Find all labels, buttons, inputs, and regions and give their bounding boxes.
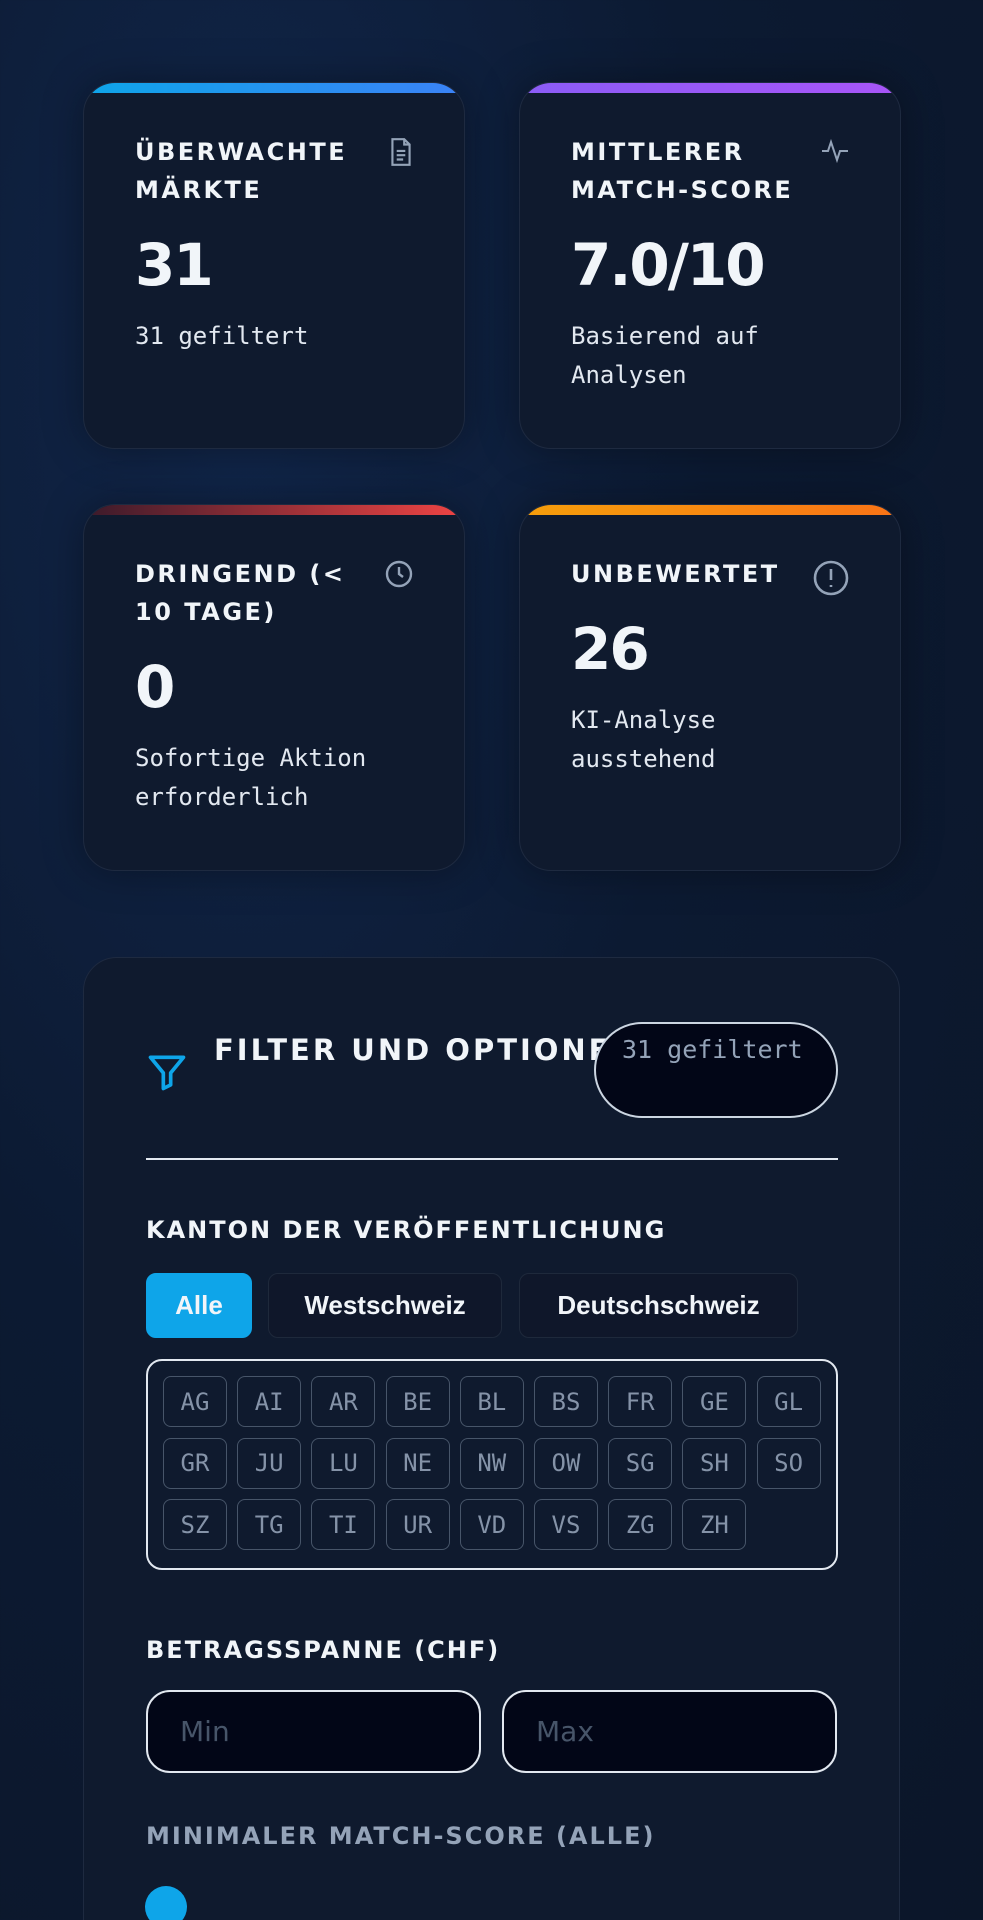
filter-icon (148, 1055, 186, 1091)
card-title: ÜBERWACHTE MÄRKTE (135, 138, 348, 204)
canton-chip[interactable]: BS (534, 1376, 598, 1427)
canton-chip[interactable]: ZH (682, 1499, 747, 1551)
accent-bar (520, 505, 900, 515)
section-label: BETRAGSSPANNE (CHF) (146, 1636, 501, 1664)
slider-thumb[interactable] (145, 1886, 187, 1920)
canton-chip[interactable]: BL (459, 1376, 524, 1427)
canton-chip[interactable]: VS (534, 1499, 598, 1551)
canton-chip[interactable]: AI (237, 1376, 302, 1427)
card-icon (822, 138, 848, 164)
accent-bar (520, 83, 900, 93)
card-title: MITTLERER MATCH-SCORE (571, 138, 794, 204)
canton-chip[interactable]: SO (756, 1437, 821, 1489)
canton-chip[interactable]: SG (608, 1437, 673, 1489)
canton-chip[interactable]: OW (534, 1437, 598, 1489)
card-subtitle: KI-Analyse ausstehend (571, 706, 716, 773)
card-subtitle: Sofortige Aktion erforderlich (135, 744, 367, 811)
card-icon (813, 560, 849, 596)
canton-chip[interactable]: GE (682, 1376, 747, 1427)
max-input[interactable]: Max (502, 1690, 837, 1773)
divider (146, 1158, 838, 1160)
canton-chip[interactable]: NE (385, 1437, 450, 1489)
canton-grid (146, 1359, 838, 1570)
canton-chip[interactable]: SH (682, 1437, 747, 1489)
canton-chip[interactable]: ZG (608, 1499, 673, 1551)
card-value: 26 (571, 615, 650, 683)
canton-chip[interactable]: BE (385, 1376, 450, 1427)
region-button[interactable]: Westschweiz (268, 1273, 502, 1338)
canton-chip[interactable]: GR (163, 1437, 227, 1489)
canton-chip[interactable]: FR (608, 1376, 673, 1427)
canton-chip[interactable]: TI (311, 1499, 376, 1551)
canton-chip[interactable]: VD (459, 1499, 524, 1551)
card-icon (385, 560, 413, 588)
accent-bar (84, 505, 464, 515)
section-label: MINIMALER MATCH-SCORE (ALLE) (146, 1822, 656, 1850)
stat-card: UNBEWERTET 26 KI-Analyse ausstehend (519, 504, 901, 871)
card-subtitle: 31 gefiltert (135, 322, 309, 350)
canton-chip[interactable]: LU (311, 1437, 376, 1489)
card-subtitle: Basierend auf Analysen (571, 322, 759, 389)
card-title: UNBEWERTET (571, 560, 780, 588)
canton-chip[interactable]: UR (385, 1499, 450, 1551)
stat-card: DRINGEND (< 10 TAGE) 0 Sofortige Aktion er… (83, 504, 465, 871)
canton-chip[interactable]: AR (311, 1376, 376, 1427)
min-input[interactable]: Min (146, 1690, 481, 1773)
canton-chip[interactable]: JU (237, 1437, 302, 1489)
canton-chip[interactable]: AG (163, 1376, 227, 1427)
accent-bar (84, 83, 464, 93)
canton-chip[interactable]: NW (459, 1437, 524, 1489)
region-button[interactable]: Deutschschweiz (519, 1273, 798, 1338)
stat-card: ÜBERWACHTE MÄRKTE 31 31 gefiltert (83, 82, 465, 449)
card-value: 0 (135, 653, 175, 721)
card-title: DRINGEND (< 10 TAGE) (135, 560, 346, 626)
card-value: 31 (135, 231, 214, 299)
card-icon (391, 138, 411, 166)
canton-chip[interactable]: GL (756, 1376, 821, 1427)
region-button[interactable]: Alle (146, 1273, 252, 1338)
count-badge: 31 gefiltert (594, 1022, 838, 1118)
canton-chip[interactable]: TG (237, 1499, 302, 1551)
section-label: KANTON DER VERÖFFENTLICHUNG (146, 1216, 667, 1244)
canton-chip[interactable]: SZ (163, 1499, 227, 1551)
stat-card: MITTLERER MATCH-SCORE 7.0/10 Basierend auf… (519, 82, 901, 449)
card-value: 7.0/10 (571, 231, 766, 299)
filter-title: FILTER UND OPTIONEN (214, 1033, 639, 1067)
